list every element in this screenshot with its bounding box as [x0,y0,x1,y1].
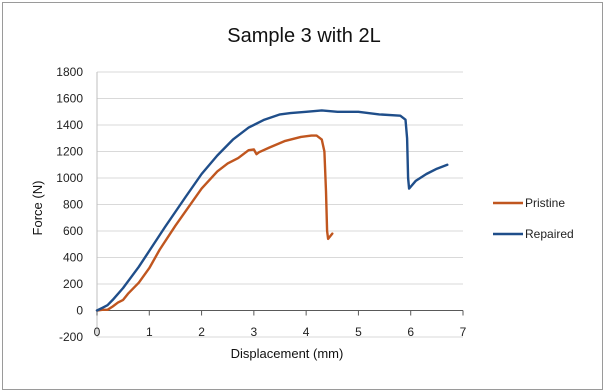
y-tick-label-200: 200 [63,277,83,291]
y-tick-label-600: 600 [63,224,83,238]
x-tick-label-1: 1 [146,325,153,339]
legend-label-pristine: Pristine [525,196,565,210]
x-tick-label-2: 2 [198,325,205,339]
legend-label-repaired: Repaired [525,227,574,241]
series-line-pristine [95,134,334,312]
x-tick-label-4: 4 [303,325,310,339]
y-tick-label-0: 0 [76,304,83,318]
series-lines [95,109,449,312]
x-tick-label-7: 7 [460,325,467,339]
x-tick-label-6: 6 [407,325,414,339]
y-tick-labels: -200 0 200 400 600 800 1000 1200 1400 1600 1800 [56,65,83,344]
y-tick-label-1600: 1600 [56,92,83,106]
x-tick-label-0: 0 [94,325,101,339]
y-tick-label--200: -200 [59,330,83,344]
x-tick-labels: 0 1 2 3 4 5 6 7 [94,325,467,339]
y-axis-title: Force (N) [30,181,45,236]
x-tick-label-3: 3 [251,325,258,339]
series-line-repaired [95,109,449,312]
gridlines [97,71,463,338]
y-tick-label-1200: 1200 [56,145,83,159]
x-axis-title: Displacement (mm) [231,346,344,361]
x-tick-label-5: 5 [355,325,362,339]
chart-title: Sample 3 with 2L [227,25,380,47]
y-tick-label-800: 800 [63,198,83,212]
y-tick-label-1400: 1400 [56,118,83,132]
y-tick-label-1000: 1000 [56,171,83,185]
y-tick-label-1800: 1800 [56,65,83,79]
y-tick-label-400: 400 [63,251,83,265]
legend: Pristine Repaired [493,196,574,241]
